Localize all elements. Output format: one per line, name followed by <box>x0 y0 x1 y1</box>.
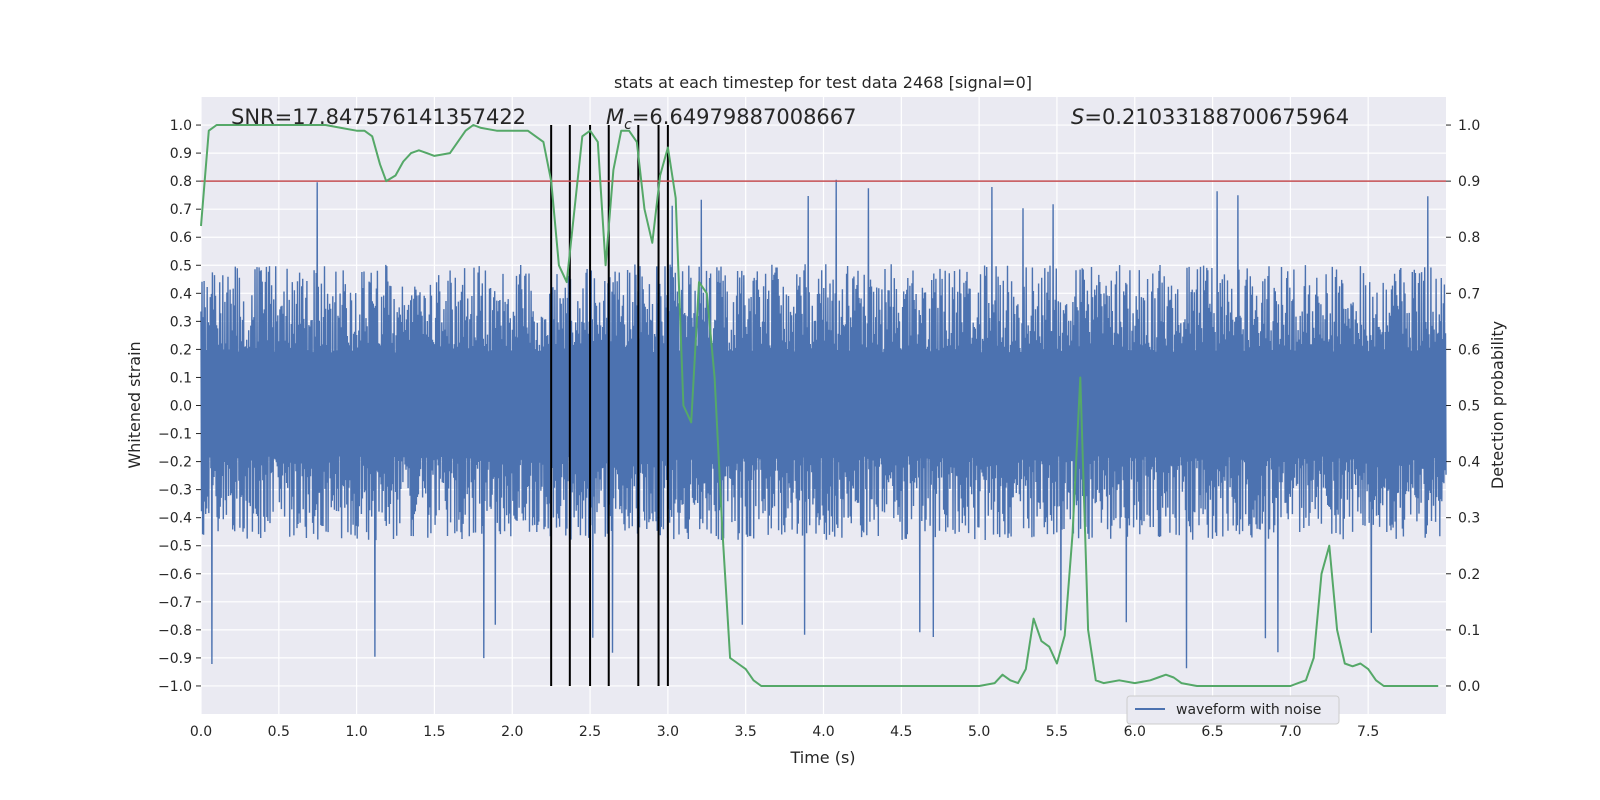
vertical-lines <box>550 125 669 686</box>
x-tick-label: 2.0 <box>501 724 523 740</box>
y-tick-label: 0.8 <box>170 174 192 190</box>
y-tick-label: 0.4 <box>170 286 192 302</box>
y-tick-label: −0.5 <box>158 539 192 555</box>
x-tick-label: 6.0 <box>1124 724 1146 740</box>
y-axis-label: Whitened strain <box>125 341 144 468</box>
y-tick-label: −0.2 <box>158 455 192 471</box>
snr-annotation: SNR=17.847576141357422 <box>231 105 526 129</box>
legend-label: waveform with noise <box>1176 702 1321 718</box>
y2-axis-label: Detection probability <box>1488 321 1507 489</box>
y-tick-label: −0.6 <box>158 567 192 583</box>
chirp-mass-annotation: Mc=6.64979887008667 <box>606 105 857 133</box>
y-tick-label: −1.0 <box>158 679 192 695</box>
x-tick-label: 4.5 <box>890 724 912 740</box>
y-tick-label: −0.1 <box>158 427 192 443</box>
chart-title: stats at each timestep for test data 246… <box>614 73 1032 92</box>
y2-tick-label: 0.2 <box>1458 567 1480 583</box>
y-tick-label: 1.0 <box>170 118 192 134</box>
y-tick-label: −0.9 <box>158 651 192 667</box>
y2-tick-label: 0.6 <box>1458 342 1480 358</box>
y-tick-label: −0.3 <box>158 483 192 499</box>
y2-tick-label: 0.4 <box>1458 455 1480 471</box>
y-tick-label: 0.0 <box>170 399 192 415</box>
x-tick-label: 0.0 <box>190 724 212 740</box>
y2-tick-label: 0.7 <box>1458 286 1480 302</box>
x-tick-label: 3.0 <box>657 724 679 740</box>
y-tick-label: 0.5 <box>170 258 192 274</box>
x-tick-label: 1.5 <box>423 724 445 740</box>
y-tick-label: 0.7 <box>170 202 192 218</box>
x-tick-label: 2.5 <box>579 724 601 740</box>
probability-series <box>200 124 1439 687</box>
y-tick-label: 0.9 <box>170 146 192 162</box>
s-annotation: S=0.21033188700675964 <box>1071 105 1349 129</box>
waveform-line <box>200 179 1447 669</box>
x-tick-label: 3.5 <box>735 724 757 740</box>
y2-tick-label: 1.0 <box>1458 118 1480 134</box>
x-tick-label: 4.0 <box>812 724 834 740</box>
y2-tick-label: 0.9 <box>1458 174 1480 190</box>
y-tick-label: −0.7 <box>158 595 192 611</box>
y-tick-label: 0.2 <box>170 342 192 358</box>
x-tick-label: 0.5 <box>268 724 290 740</box>
y-tick-label: 0.1 <box>170 370 192 386</box>
probability-line <box>200 124 1439 687</box>
y-axis-left: 1.0 0.9 0.8 0.7 0.6 0.5 0.4 0.3 0.2 0.1 0.0 −0.1 −0.… <box>158 118 201 695</box>
y-tick-label: −0.4 <box>158 511 192 527</box>
x-tick-label: 6.5 <box>1201 724 1223 740</box>
waveform-series <box>200 179 1447 669</box>
y-axis-right: 1.0 0.9 0.8 0.7 0.6 0.5 0.4 0.3 0.2 0.1 0.0 <box>1446 118 1480 695</box>
x-tick-label: 5.5 <box>1046 724 1068 740</box>
x-axis: 0.0 0.5 1.0 1.5 2.0 2.5 3.0 3.5 4.0 4.5 5.0 5.5 6.0 6… <box>190 724 1379 740</box>
x-tick-label: 1.0 <box>345 724 367 740</box>
x-tick-label: 5.0 <box>968 724 990 740</box>
y2-tick-label: 0.5 <box>1458 399 1480 415</box>
y2-tick-label: 0.1 <box>1458 623 1480 639</box>
y-tick-label: 0.3 <box>170 314 192 330</box>
y2-tick-label: 0.3 <box>1458 511 1480 527</box>
y2-tick-label: 0.0 <box>1458 679 1480 695</box>
legend: waveform with noise <box>1126 695 1340 725</box>
y2-tick-label: 0.8 <box>1458 230 1480 246</box>
x-tick-label: 7.0 <box>1279 724 1301 740</box>
y-tick-label: 0.6 <box>170 230 192 246</box>
x-axis-label: Time (s) <box>789 748 855 767</box>
x-tick-label: 7.5 <box>1357 724 1379 740</box>
y-tick-label: −0.8 <box>158 623 192 639</box>
